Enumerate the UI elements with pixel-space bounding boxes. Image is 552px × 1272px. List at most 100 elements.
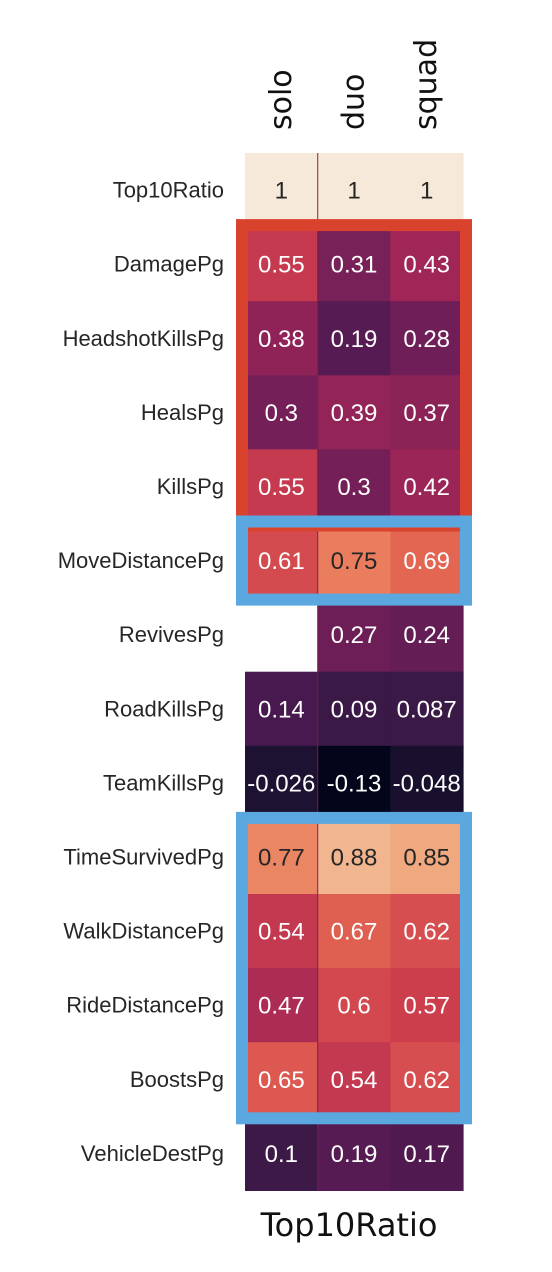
heatmap-cell-walk-distance-pg-duo: [317, 894, 391, 969]
row-label-time-survived-pg: TimeSurvivedPg: [63, 844, 224, 869]
heatmap-cell-move-distance-pg-solo: [245, 523, 319, 599]
cell-value-label-damage-pg-duo: 0.31: [331, 252, 378, 279]
row-label-team-kills-pg: TeamKillsPg: [103, 770, 224, 795]
heatmap-cell-heals-pg-duo: [317, 375, 391, 450]
heatmap-cell-heals-pg-solo: [245, 375, 319, 450]
heatmap-cell-revives-pg-duo: [317, 597, 391, 673]
heatmap-cell-damage-pg-solo: [245, 227, 319, 302]
heatmap-cell-team-kills-pg-solo: [245, 745, 319, 821]
row-label-road-kills-pg: RoadKillsPg: [104, 696, 224, 721]
heatmap-cell-headshot-kills-pg-solo: [245, 301, 319, 376]
column-label-solo: solo: [264, 69, 299, 130]
row-label-kills-pg: KillsPg: [157, 474, 224, 499]
heatmap-cell-road-kills-pg-duo: [317, 671, 391, 747]
cell-value-label-revives-pg-squad: 0.24: [403, 622, 450, 649]
row-label-damage-pg: DamagePg: [114, 252, 224, 277]
heatmap-cell-vehicle-dest-pg-squad: [390, 1116, 464, 1191]
row-label-walk-distance-pg: WalkDistancePg: [63, 919, 224, 944]
heatmap-cell-time-survived-pg-squad: [390, 819, 464, 895]
heatmap-cell-heals-pg-squad: [390, 375, 464, 450]
heatmap-cell-top10-ratio-duo: [317, 153, 391, 228]
cell-value-label-time-survived-pg-squad: 0.85: [403, 844, 450, 871]
cell-value-label-kills-pg-solo: 0.55: [258, 474, 305, 501]
cell-value-label-revives-pg-duo: 0.27: [331, 622, 378, 649]
highlight-box-2: [236, 515, 473, 606]
heatmap-cell-vehicle-dest-pg-duo: [317, 1116, 391, 1191]
cell-value-label-top10-ratio-solo: 1: [275, 178, 288, 205]
cell-value-label-damage-pg-solo: 0.55: [258, 252, 305, 279]
heatmap-cell-ride-distance-pg-solo: [245, 968, 319, 1043]
cell-value-label-top10-ratio-duo: 1: [347, 178, 360, 205]
row-label-boosts-pg: BoostsPg: [130, 1067, 224, 1092]
highlight-box-3: [236, 811, 473, 1125]
heatmap-cell-ride-distance-pg-duo: [317, 968, 391, 1043]
heatmap-cell-road-kills-pg-squad: [390, 671, 464, 747]
cell-value-label-headshot-kills-pg-solo: 0.38: [258, 326, 305, 353]
cell-value-label-heals-pg-solo: 0.3: [265, 400, 298, 427]
heatmap-cell-boosts-pg-squad: [390, 1042, 464, 1117]
row-label-headshot-kills-pg: HeadshotKillsPg: [63, 326, 224, 351]
heatmap-cell-time-survived-pg-solo: [245, 819, 319, 895]
cell-value-label-road-kills-pg-solo: 0.14: [258, 696, 305, 723]
heatmap-cell-ride-distance-pg-squad: [390, 968, 464, 1043]
heatmap-cell-revives-pg-squad: [390, 597, 464, 673]
heatmap-cell-time-survived-pg-duo: [317, 819, 391, 895]
heatmap-cell-team-kills-pg-squad: [390, 745, 464, 821]
cell-value-label-walk-distance-pg-duo: 0.67: [331, 919, 378, 946]
cell-value-label-ride-distance-pg-solo: 0.47: [258, 993, 305, 1020]
cell-value-label-move-distance-pg-duo: 0.75: [331, 548, 378, 575]
row-label-revives-pg: RevivesPg: [119, 622, 224, 647]
cell-value-label-heals-pg-duo: 0.39: [331, 400, 378, 427]
row-label-ride-distance-pg: RideDistancePg: [66, 993, 224, 1018]
cell-value-label-team-kills-pg-duo: -0.13: [327, 770, 382, 797]
heatmap-cell-move-distance-pg-duo: [317, 523, 391, 599]
cell-value-label-walk-distance-pg-squad: 0.62: [403, 919, 450, 946]
heatmap-cell-team-kills-pg-duo: [317, 745, 391, 821]
heatmap-cell-walk-distance-pg-squad: [390, 894, 464, 969]
x-axis-title: Top10Ratio: [260, 1206, 438, 1244]
heatmap-cell-move-distance-pg-squad: [390, 523, 464, 599]
cell-value-label-ride-distance-pg-duo: 0.6: [337, 993, 370, 1020]
heatmap-cell-kills-pg-squad: [390, 449, 464, 525]
heatmap-cell-kills-pg-duo: [317, 449, 391, 525]
heatmap-cell-headshot-kills-pg-duo: [317, 301, 391, 376]
cell-value-label-ride-distance-pg-squad: 0.57: [403, 993, 450, 1020]
heatmap-cell-damage-pg-squad: [390, 227, 464, 302]
cell-value-label-top10-ratio-squad: 1: [420, 178, 433, 205]
cell-value-label-time-survived-pg-duo: 0.88: [331, 844, 378, 871]
cell-value-label-move-distance-pg-squad: 0.69: [403, 548, 450, 575]
heatmap-cell-vehicle-dest-pg-solo: [245, 1116, 319, 1191]
heatmap-cell-road-kills-pg-solo: [245, 671, 319, 747]
cell-value-label-headshot-kills-pg-duo: 0.19: [331, 326, 378, 353]
heatmap-cell-top10-ratio-squad: [390, 153, 464, 228]
column-label-squad: squad: [409, 39, 444, 130]
heatmap-cell-walk-distance-pg-solo: [245, 894, 319, 969]
cell-value-label-boosts-pg-squad: 0.62: [403, 1067, 450, 1094]
heatmap-cell-boosts-pg-duo: [317, 1042, 391, 1117]
cell-value-label-road-kills-pg-duo: 0.09: [331, 696, 378, 723]
cell-value-label-vehicle-dest-pg-solo: 0.1: [265, 1141, 298, 1168]
row-label-heals-pg: HealsPg: [141, 400, 224, 425]
cell-value-label-headshot-kills-pg-squad: 0.28: [403, 326, 450, 353]
highlight-boxes: [236, 219, 473, 1125]
cell-value-label-move-distance-pg-solo: 0.61: [258, 548, 305, 575]
cell-value-label-boosts-pg-duo: 0.54: [331, 1067, 378, 1094]
cell-value-label-vehicle-dest-pg-squad: 0.17: [403, 1141, 450, 1168]
column-labels: solo duo squad: [264, 39, 444, 130]
cell-value-label-road-kills-pg-squad: 0.087: [397, 696, 457, 723]
column-label-duo: duo: [337, 74, 372, 130]
cell-value-label-walk-distance-pg-solo: 0.54: [258, 919, 305, 946]
heatmap-cells: 1 1 1 0.55 0.31 0.43 0.38 0.19 0.28 0.3 0.39 0.37 0.…: [245, 153, 464, 1191]
row-label-move-distance-pg: MoveDistancePg: [58, 548, 224, 573]
heatmap-cell-damage-pg-duo: [317, 227, 391, 302]
cell-value-label-team-kills-pg-squad: -0.048: [393, 770, 461, 797]
cell-value-label-kills-pg-squad: 0.42: [403, 474, 450, 501]
row-label-top10-ratio: Top10Ratio: [113, 178, 224, 203]
heatmap-cell-headshot-kills-pg-squad: [390, 301, 464, 376]
heatmap-cell-kills-pg-solo: [245, 449, 319, 525]
cell-value-label-time-survived-pg-solo: 0.77: [258, 844, 305, 871]
cell-value-label-heals-pg-squad: 0.37: [403, 400, 450, 427]
cell-value-label-kills-pg-duo: 0.3: [337, 474, 370, 501]
row-label-vehicle-dest-pg: VehicleDestPg: [81, 1141, 224, 1166]
